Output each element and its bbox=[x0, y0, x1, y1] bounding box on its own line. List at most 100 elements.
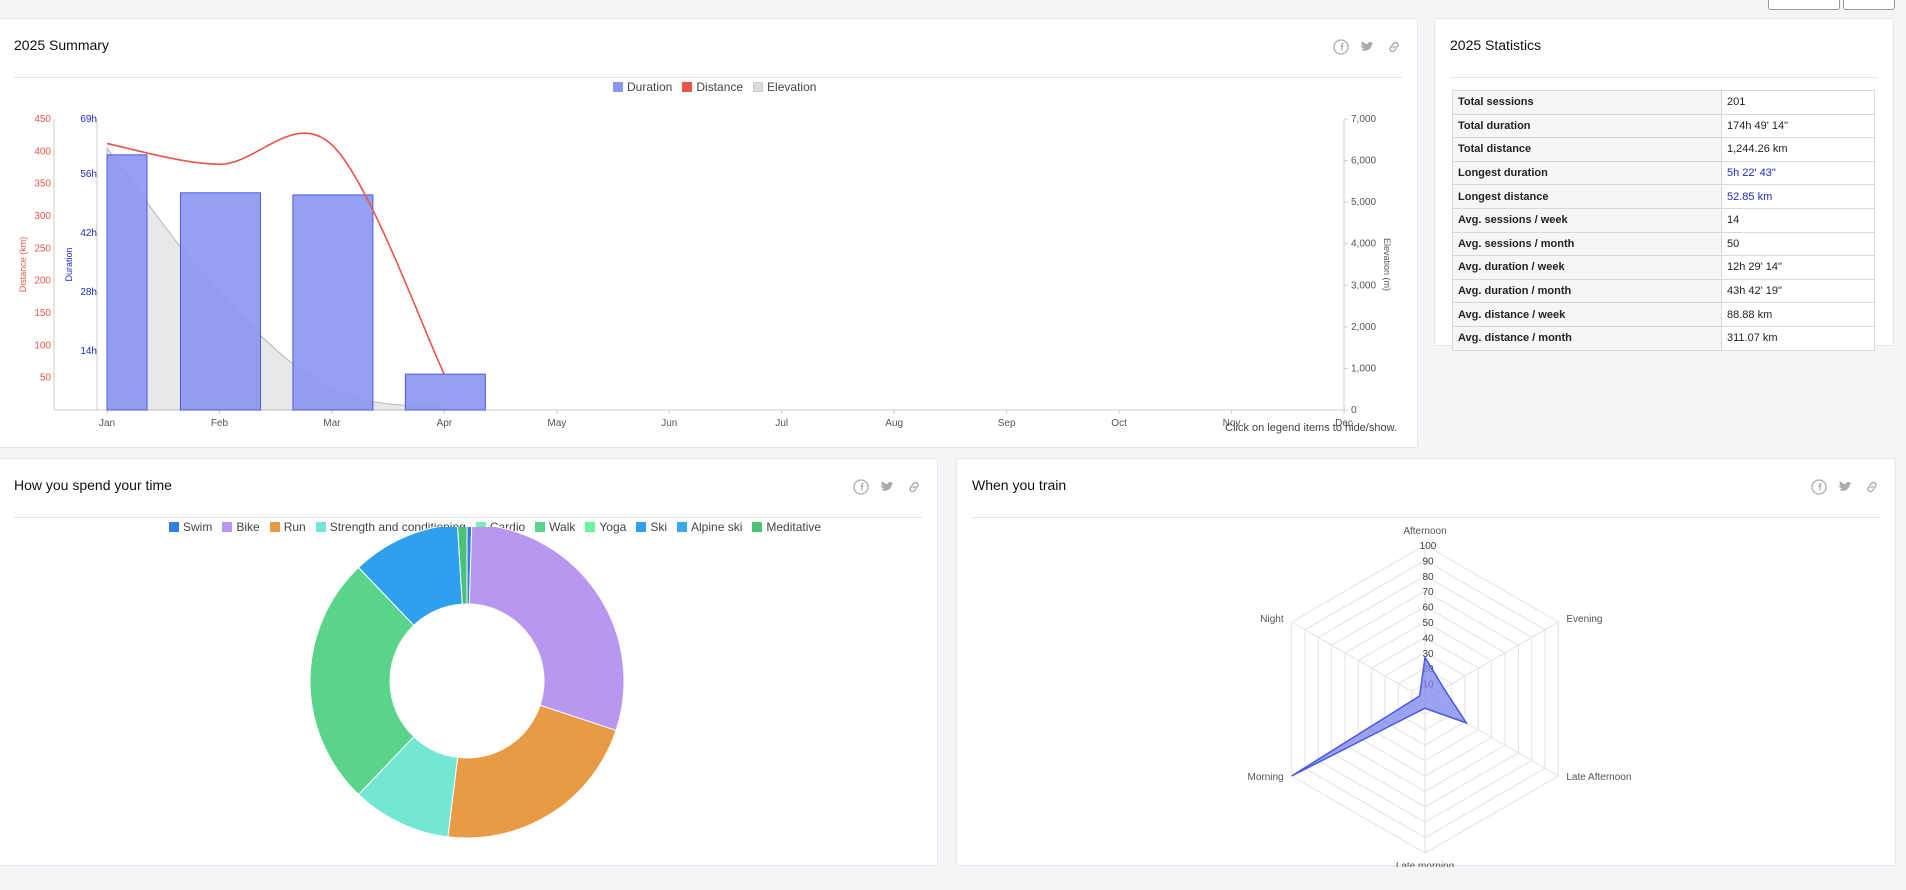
stats-label: Avg. sessions / week bbox=[1452, 207, 1722, 233]
stats-label: Total duration bbox=[1452, 113, 1722, 139]
stats-value-link[interactable]: 52.85 km bbox=[1721, 184, 1875, 209]
statistics-card-header: 2025 Statistics bbox=[1450, 19, 1878, 78]
elevation-tick-label: 4,000 bbox=[1351, 239, 1376, 250]
twitter-icon[interactable] bbox=[1360, 39, 1376, 55]
summary-chart: 450 400 350 300 250 200 150 100 50 69h 56h 42h 28h 14… bbox=[18, 114, 1392, 429]
stats-value: 311.07 km bbox=[1721, 325, 1875, 351]
summary-title: 2025 Summary bbox=[14, 37, 109, 53]
duration-tick-label: 14h bbox=[80, 346, 97, 357]
stats-value: 1,244.26 km bbox=[1721, 137, 1875, 162]
statistics-table: Total sessions 201 Total duration 174h 49' … bbox=[1452, 90, 1875, 351]
facebook-icon[interactable] bbox=[853, 479, 869, 495]
stats-row: Avg. sessions / month 50 bbox=[1452, 231, 1875, 257]
radar-axis-label: Late Afternoon bbox=[1566, 772, 1631, 783]
facebook-icon[interactable] bbox=[1333, 39, 1349, 55]
stats-row: Total duration 174h 49' 14" bbox=[1452, 113, 1875, 139]
legend-item[interactable]: Alpine ski bbox=[677, 520, 742, 534]
duration-tick-label: 42h bbox=[80, 228, 97, 239]
top-button-1[interactable] bbox=[1768, 0, 1840, 10]
stats-value: 201 bbox=[1721, 90, 1875, 115]
duration-bar bbox=[404, 373, 486, 411]
share-icons bbox=[1327, 39, 1402, 60]
legend-label: Walk bbox=[549, 520, 576, 534]
legend-item[interactable]: Ski bbox=[636, 520, 667, 534]
distance-tick-label: 150 bbox=[34, 308, 51, 319]
radar-axis-label: Late morning bbox=[1396, 861, 1454, 867]
distance-line bbox=[106, 132, 446, 375]
elevation-tick-label: 7,000 bbox=[1351, 114, 1376, 125]
stats-label: Total sessions bbox=[1452, 90, 1722, 115]
x-tick-label: Sep bbox=[998, 418, 1016, 429]
stats-label: Avg. duration / week bbox=[1452, 255, 1722, 280]
x-tick-label: Dec bbox=[1335, 418, 1353, 429]
train-card: When you train 102030405060708090100Afte… bbox=[956, 458, 1896, 867]
stats-label: Avg. distance / month bbox=[1452, 325, 1722, 351]
legend-item[interactable]: Bike bbox=[222, 520, 260, 534]
stats-row: Longest duration 5h 22' 43" bbox=[1452, 160, 1875, 186]
stats-row: Avg. distance / week 88.88 km bbox=[1452, 302, 1875, 327]
statistics-card: 2025 Statistics Total sessions 201 Total d… bbox=[1434, 18, 1894, 351]
legend-label: Run bbox=[283, 520, 306, 534]
legend-swatch bbox=[222, 522, 233, 532]
top-button-2[interactable] bbox=[1843, 0, 1895, 10]
donut-slice bbox=[457, 527, 468, 605]
legend-swatch bbox=[636, 522, 647, 532]
duration-bar bbox=[106, 154, 148, 411]
distance-tick-label: 300 bbox=[34, 211, 51, 222]
stats-row: Avg. duration / month 43h 42' 19" bbox=[1452, 278, 1875, 304]
stats-row: Avg. sessions / week 14 bbox=[1452, 207, 1875, 233]
time-title: How you spend your time bbox=[14, 477, 172, 493]
stats-label: Longest duration bbox=[1452, 160, 1722, 186]
legend-item[interactable]: Run bbox=[269, 520, 306, 534]
legend-item[interactable]: Yoga bbox=[585, 520, 626, 534]
radar-tick-label: 50 bbox=[1422, 618, 1434, 629]
legend-item[interactable]: Elevation bbox=[753, 80, 816, 94]
legend-swatch bbox=[613, 82, 623, 92]
donut-slice bbox=[357, 527, 463, 627]
x-tick-label: Oct bbox=[1111, 418, 1127, 429]
summary-card: 2025 Summary Duration Distance Elevation 4… bbox=[0, 18, 1418, 448]
distance-tick-label: 400 bbox=[34, 146, 51, 157]
legend-item[interactable]: Distance bbox=[682, 80, 743, 94]
stats-value-link[interactable]: 5h 22' 43" bbox=[1721, 160, 1875, 186]
stats-label: Total distance bbox=[1452, 137, 1722, 162]
elevation-tick-label: 3,000 bbox=[1351, 280, 1376, 291]
x-tick-label: Apr bbox=[437, 418, 453, 429]
legend-item[interactable]: Meditative bbox=[752, 520, 821, 534]
legend-swatch bbox=[535, 522, 546, 532]
legend-item[interactable]: Walk bbox=[535, 520, 575, 534]
legend-item[interactable]: Swim bbox=[169, 520, 212, 534]
train-title: When you train bbox=[972, 477, 1067, 493]
time-card-header: How you spend your time bbox=[14, 459, 922, 518]
elevation-tick-label: 2,000 bbox=[1351, 322, 1376, 333]
time-card: How you spend your time Swim Bike Run Stren… bbox=[0, 458, 938, 866]
duration-tick-label: 56h bbox=[80, 169, 97, 180]
distance-tick-label: 350 bbox=[34, 179, 51, 190]
legend-item[interactable]: Duration bbox=[613, 80, 672, 94]
radar-spoke bbox=[1424, 621, 1559, 700]
stats-label: Avg. sessions / month bbox=[1452, 231, 1722, 257]
summary-legend: Duration Distance Elevation bbox=[613, 80, 826, 94]
duration-tick-label: 69h bbox=[80, 114, 97, 125]
elevation-tick-label: 0 bbox=[1351, 405, 1357, 416]
distance-tick-label: 250 bbox=[34, 243, 51, 254]
radar-axis-label: Night bbox=[1260, 614, 1284, 625]
twitter-icon[interactable] bbox=[1838, 479, 1854, 495]
twitter-icon[interactable] bbox=[880, 479, 896, 495]
link-icon[interactable] bbox=[1386, 39, 1402, 55]
radar-tick-label: 70 bbox=[1422, 587, 1434, 598]
legend-label: Ski bbox=[650, 520, 668, 534]
link-icon[interactable] bbox=[1864, 479, 1880, 495]
stats-row: Total sessions 201 bbox=[1452, 90, 1875, 115]
legend-label: Alpine ski bbox=[691, 520, 743, 534]
legend-swatch bbox=[269, 522, 280, 532]
facebook-icon[interactable] bbox=[1811, 479, 1827, 495]
x-tick-label: Mar bbox=[323, 418, 341, 429]
donut-chart bbox=[309, 527, 625, 839]
stats-row: Avg. distance / month 311.07 km bbox=[1452, 325, 1875, 351]
duration-bar bbox=[179, 192, 261, 411]
link-icon[interactable] bbox=[906, 479, 922, 495]
radar-tick-label: 30 bbox=[1422, 649, 1434, 660]
elevation-tick-label: 6,000 bbox=[1351, 156, 1376, 167]
legend-label: Duration bbox=[627, 80, 673, 94]
